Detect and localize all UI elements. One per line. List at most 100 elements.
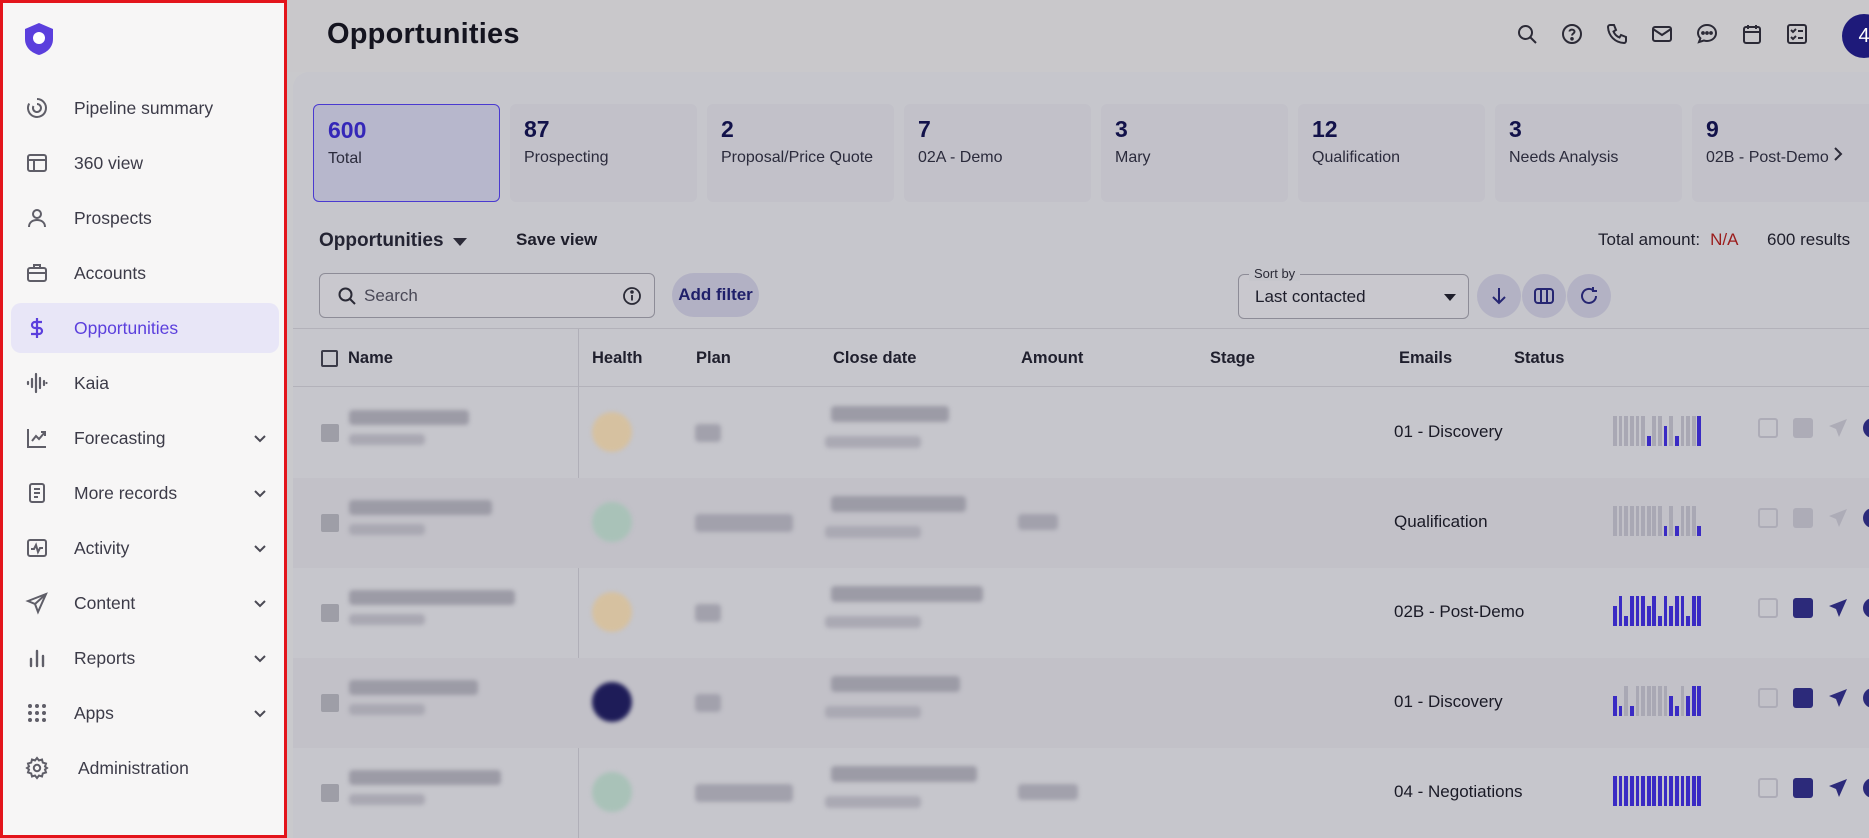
- task-check-icon[interactable]: [1793, 778, 1813, 798]
- name-redacted[interactable]: [349, 680, 478, 695]
- help-icon[interactable]: [1560, 22, 1584, 46]
- sync-icon[interactable]: [1863, 688, 1869, 708]
- row-checkbox[interactable]: [321, 604, 339, 622]
- email-bar: [1629, 596, 1634, 626]
- send-icon[interactable]: [1828, 778, 1848, 798]
- chevron-down-icon[interactable]: [251, 649, 269, 667]
- sidebar-item-activity[interactable]: Activity: [11, 523, 279, 573]
- task-check-icon[interactable]: [1793, 598, 1813, 618]
- column-header-emails[interactable]: Emails: [1399, 349, 1453, 367]
- table-row[interactable]: 01 - Discovery: [293, 388, 1869, 478]
- stage-value: 02B - Post-Demo: [1394, 602, 1525, 621]
- column-header-stage[interactable]: Stage: [1210, 349, 1255, 367]
- task-check-icon[interactable]: [1793, 688, 1813, 708]
- sort-by-select[interactable]: Sort by Last contacted: [1238, 266, 1469, 319]
- sidebar-item-content[interactable]: Content: [11, 578, 279, 628]
- info-icon[interactable]: [622, 286, 642, 306]
- stage-card[interactable]: 600 Total: [313, 104, 500, 202]
- stage-card[interactable]: 7 02A - Demo: [904, 104, 1091, 202]
- refresh-button[interactable]: [1567, 274, 1611, 318]
- stage-card[interactable]: 12 Qualification: [1298, 104, 1485, 202]
- app-logo[interactable]: [21, 21, 57, 57]
- chevron-down-icon[interactable]: [251, 484, 269, 502]
- sidebar-item-prospects[interactable]: Prospects: [11, 193, 279, 243]
- column-header-close-date[interactable]: Close date: [833, 349, 917, 367]
- send-icon[interactable]: [1828, 508, 1848, 528]
- chevron-right-icon[interactable]: [1828, 144, 1848, 164]
- email-bar: [1691, 506, 1696, 536]
- sidebar-item-pipeline-summary[interactable]: Pipeline summary: [11, 83, 279, 133]
- sidebar-item-kaia[interactable]: Kaia: [11, 358, 279, 408]
- table-row[interactable]: 04 - Negotiations: [293, 748, 1869, 838]
- chevron-down-icon[interactable]: [251, 594, 269, 612]
- columns-button[interactable]: [1522, 274, 1566, 318]
- calendar-icon[interactable]: [1758, 418, 1778, 438]
- row-checkbox[interactable]: [321, 694, 339, 712]
- row-checkbox[interactable]: [321, 424, 339, 442]
- table-row[interactable]: 02B - Post-Demo: [293, 568, 1869, 658]
- stage-card[interactable]: 3 Mary: [1101, 104, 1288, 202]
- sync-icon[interactable]: [1863, 508, 1869, 528]
- sidebar-item-opportunities[interactable]: Opportunities: [11, 303, 279, 353]
- name-redacted[interactable]: [349, 770, 501, 785]
- email-bar: [1646, 436, 1651, 446]
- user-avatar[interactable]: 4: [1842, 14, 1869, 58]
- total-amount-label: Total amount:: [1598, 230, 1701, 249]
- name-redacted[interactable]: [349, 500, 492, 515]
- mail-icon[interactable]: [1650, 22, 1674, 46]
- table-row[interactable]: Qualification: [293, 478, 1869, 568]
- calendar-icon[interactable]: [1758, 508, 1778, 528]
- name-redacted[interactable]: [349, 590, 515, 605]
- stage-card[interactable]: 2 Proposal/Price Quote: [707, 104, 894, 202]
- add-filter-button[interactable]: Add filter: [672, 273, 759, 317]
- chevron-down-icon[interactable]: [251, 704, 269, 722]
- sort-direction-button[interactable]: [1477, 274, 1521, 318]
- sidebar-item-accounts[interactable]: Accounts: [11, 248, 279, 298]
- chevron-down-icon[interactable]: [251, 429, 269, 447]
- calendar-icon[interactable]: [1758, 598, 1778, 618]
- sidebar-item-forecasting[interactable]: Forecasting: [11, 413, 279, 463]
- calendar-icon[interactable]: [1758, 778, 1778, 798]
- apps-grid-icon: [25, 701, 49, 725]
- search-icon[interactable]: [1515, 22, 1539, 46]
- email-bar: [1658, 416, 1662, 446]
- sync-icon[interactable]: [1863, 418, 1869, 438]
- column-header-health[interactable]: Health: [592, 349, 643, 367]
- row-checkbox[interactable]: [321, 784, 339, 802]
- name-redacted[interactable]: [349, 410, 469, 425]
- calendar-icon[interactable]: [1758, 688, 1778, 708]
- chevron-down-icon[interactable]: [251, 539, 269, 557]
- select-all-checkbox[interactable]: [321, 350, 338, 367]
- search-input[interactable]: [364, 284, 604, 308]
- stage-card[interactable]: 87 Prospecting: [510, 104, 697, 202]
- sidebar-item-more-records[interactable]: More records: [11, 468, 279, 518]
- sidebar-item-reports[interactable]: Reports: [11, 633, 279, 683]
- email-bar: [1674, 526, 1679, 536]
- sync-icon[interactable]: [1863, 598, 1869, 618]
- view-selector[interactable]: Opportunities: [319, 230, 467, 252]
- stage-card[interactable]: 3 Needs Analysis: [1495, 104, 1682, 202]
- send-icon[interactable]: [1828, 418, 1848, 438]
- send-icon[interactable]: [1828, 688, 1848, 708]
- column-header-status[interactable]: Status: [1514, 349, 1565, 367]
- chat-icon[interactable]: [1695, 22, 1719, 46]
- calendar-icon[interactable]: [1740, 22, 1764, 46]
- send-icon[interactable]: [1828, 598, 1848, 618]
- table-row[interactable]: 01 - Discovery: [293, 658, 1869, 748]
- row-checkbox[interactable]: [321, 514, 339, 532]
- task-check-icon[interactable]: [1793, 418, 1813, 438]
- task-check-icon[interactable]: [1793, 508, 1813, 528]
- sidebar-item-360-view[interactable]: 360 view: [11, 138, 279, 188]
- sidebar-item-administration[interactable]: Administration: [11, 743, 279, 793]
- phone-icon[interactable]: [1605, 22, 1629, 46]
- stage-count: 9: [1706, 116, 1719, 142]
- email-bar: [1658, 776, 1662, 806]
- sidebar-item-apps[interactable]: Apps: [11, 688, 279, 738]
- save-view-button[interactable]: Save view: [516, 230, 598, 249]
- tasks-icon[interactable]: [1785, 22, 1809, 46]
- column-header-plan[interactable]: Plan: [696, 349, 731, 367]
- column-header-amount[interactable]: Amount: [1021, 349, 1084, 367]
- sync-icon[interactable]: [1863, 778, 1869, 798]
- column-header-name[interactable]: Name: [348, 349, 393, 367]
- email-bar: [1686, 776, 1690, 806]
